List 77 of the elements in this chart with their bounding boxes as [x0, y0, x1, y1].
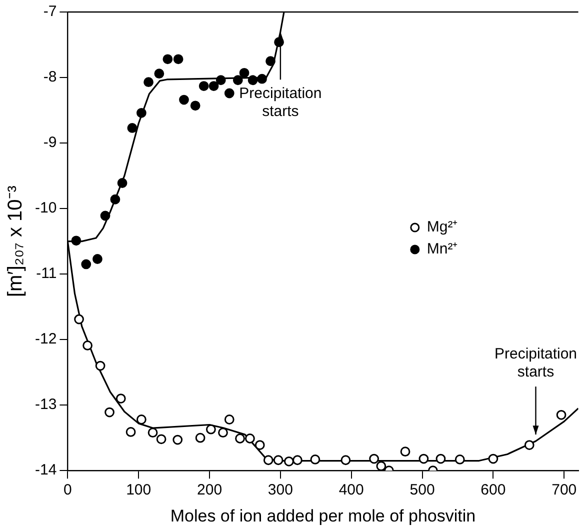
- point: [95, 360, 106, 371]
- point: [82, 340, 92, 350]
- point: [292, 455, 302, 466]
- x-tick-label: 0: [64, 482, 72, 499]
- point: [310, 454, 320, 464]
- point: [117, 178, 128, 188]
- y-tick-label: -12: [34, 330, 57, 348]
- y-axis-title: [m′]₂₀₇ x 10⁻³: [4, 185, 27, 298]
- x-tick-label: 700: [552, 482, 577, 499]
- point: [190, 100, 200, 111]
- annotation: Precipitation starts: [494, 346, 578, 381]
- point: [144, 77, 154, 88]
- x-tick-label: 200: [197, 482, 222, 499]
- point: [524, 440, 534, 450]
- point: [235, 434, 245, 444]
- y-tick-label: -7: [43, 3, 57, 20]
- y-tick-label: -11: [36, 265, 57, 282]
- point: [100, 210, 110, 221]
- point: [110, 194, 120, 204]
- point: [173, 54, 184, 64]
- point: [92, 254, 102, 264]
- point: [127, 123, 138, 133]
- annotation: Precipitation starts: [239, 84, 322, 120]
- point: [136, 108, 146, 118]
- point: [126, 426, 136, 437]
- point: [376, 461, 386, 471]
- x-tick-label: 500: [410, 482, 435, 499]
- point: [162, 54, 173, 64]
- point: [104, 407, 114, 418]
- point: [116, 394, 126, 404]
- y-tick-label: -13: [34, 396, 57, 414]
- point: [266, 56, 276, 66]
- point: [154, 68, 164, 79]
- point: [273, 455, 284, 466]
- point: [400, 446, 410, 457]
- point: [239, 68, 250, 78]
- point: [436, 454, 446, 464]
- point: [454, 454, 465, 464]
- point: [156, 434, 166, 444]
- x-tick-label: 600: [480, 482, 506, 499]
- point: [418, 454, 429, 464]
- point: [208, 81, 219, 91]
- y-tick-label: -9: [43, 134, 57, 152]
- point: [136, 414, 146, 424]
- point: [81, 259, 92, 270]
- point: [232, 75, 243, 86]
- point: [488, 454, 498, 464]
- x-tick-label: 300: [268, 482, 293, 499]
- point: [74, 314, 84, 324]
- point: [369, 454, 379, 464]
- point: [244, 434, 255, 444]
- point: [198, 81, 209, 91]
- point: [556, 410, 566, 420]
- y-tick-label: -14: [34, 462, 57, 479]
- x-tick-label: 400: [338, 482, 364, 499]
- point: [263, 455, 274, 466]
- point: [224, 414, 234, 424]
- point: [179, 94, 189, 105]
- point: [172, 434, 183, 445]
- point: [248, 75, 258, 86]
- point: [216, 75, 226, 86]
- point: [254, 440, 265, 450]
- legend-label: Mn²⁺: [426, 240, 458, 258]
- x-axis-title: Moles of ion added per mole of phosvitin: [170, 506, 476, 526]
- legend-label: Mg²⁺: [426, 218, 458, 236]
- point: [224, 88, 234, 98]
- point: [257, 74, 267, 84]
- y-tick-label: -10: [34, 200, 57, 217]
- point: [71, 236, 82, 246]
- point: [340, 455, 351, 466]
- point: [218, 428, 228, 438]
- point: [206, 424, 216, 434]
- point: [195, 432, 206, 443]
- y-tick-label: -8: [43, 68, 57, 86]
- x-tick-label: 100: [126, 482, 152, 499]
- point: [284, 456, 294, 466]
- point: [148, 428, 158, 438]
